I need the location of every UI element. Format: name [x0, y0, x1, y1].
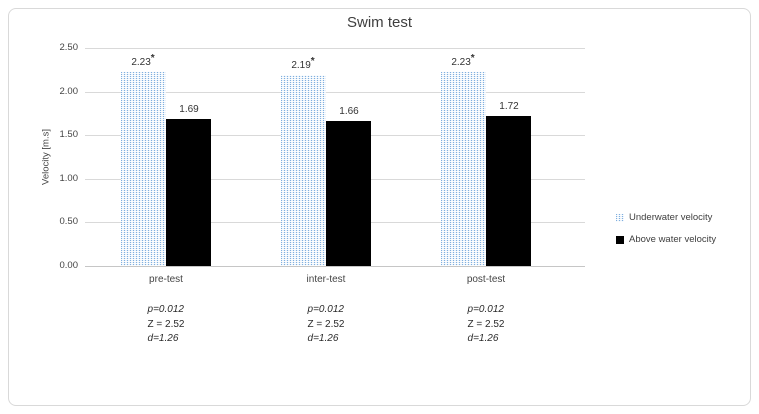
z-value-text: Z = 2.52	[467, 318, 505, 330]
bar-underwater-post-test	[441, 72, 486, 266]
stats-annotation-inter-test: p=0.012 Z = 2.52 d=1.26	[281, 303, 371, 347]
bar-underwater-inter-test	[281, 75, 326, 266]
z-value-text: Z = 2.52	[147, 318, 185, 330]
legend: Underwater velocity Above water velocity	[616, 212, 716, 256]
z-value-text: Z = 2.52	[307, 318, 345, 330]
chart-title: Swim test	[346, 14, 412, 31]
legend-label: Underwater velocity	[629, 212, 713, 223]
bar-value-label: 2.19*	[291, 56, 315, 71]
x-category-label-pre-test: pre-test	[149, 274, 183, 285]
p-value-text: p=0.012	[307, 304, 344, 315]
abovewater-solid-swatch-icon	[616, 235, 624, 244]
y-tick-label: 0.00	[59, 260, 79, 271]
bar-value-label: 1.72	[499, 101, 519, 112]
gridline	[85, 48, 585, 49]
significance-star: *	[310, 56, 315, 67]
y-tick-label: 1.00	[59, 173, 79, 184]
figure-border	[8, 8, 751, 406]
stats-annotation-post-test: p=0.012 Z = 2.52 d=1.26	[441, 303, 531, 347]
bar-abovewater-pre-test	[166, 119, 211, 266]
significance-star: *	[150, 53, 155, 64]
significance-star: *	[470, 53, 475, 64]
bar-value-label: 2.23*	[451, 53, 475, 68]
x-category-label-inter-test: inter-test	[306, 274, 346, 285]
plot-area: 2.23* 1.69 2.19* 1.66 2.23* 1.72	[85, 48, 585, 267]
y-tick-label: 2.00	[59, 86, 79, 97]
bar-value-label: 1.69	[179, 104, 199, 115]
d-value-text: d=1.26	[307, 333, 339, 344]
p-value-text: p=0.012	[467, 304, 504, 315]
bar-abovewater-inter-test	[326, 121, 371, 266]
legend-label: Above water velocity	[629, 234, 717, 245]
y-tick-label: 1.50	[59, 129, 79, 140]
bar-value-label: 1.66	[339, 106, 359, 117]
gridline	[85, 92, 585, 93]
x-axis-line	[85, 266, 585, 267]
x-category-label-post-test: post-test	[466, 274, 506, 285]
underwater-pattern-swatch-icon	[616, 213, 624, 222]
legend-item-underwater: Underwater velocity	[616, 212, 716, 223]
y-tick-label: 2.50	[59, 42, 79, 53]
d-value-text: d=1.26	[147, 333, 179, 344]
p-value-text: p=0.012	[147, 304, 184, 315]
bar-value-label: 2.23*	[131, 53, 155, 68]
bar-underwater-pre-test	[121, 72, 166, 266]
legend-item-abovewater: Above water velocity	[616, 234, 716, 245]
d-value-text: d=1.26	[467, 333, 499, 344]
stats-annotation-pre-test: p=0.012 Z = 2.52 d=1.26	[121, 303, 211, 347]
bar-abovewater-post-test	[486, 116, 531, 266]
y-tick-label: 0.50	[59, 216, 79, 227]
